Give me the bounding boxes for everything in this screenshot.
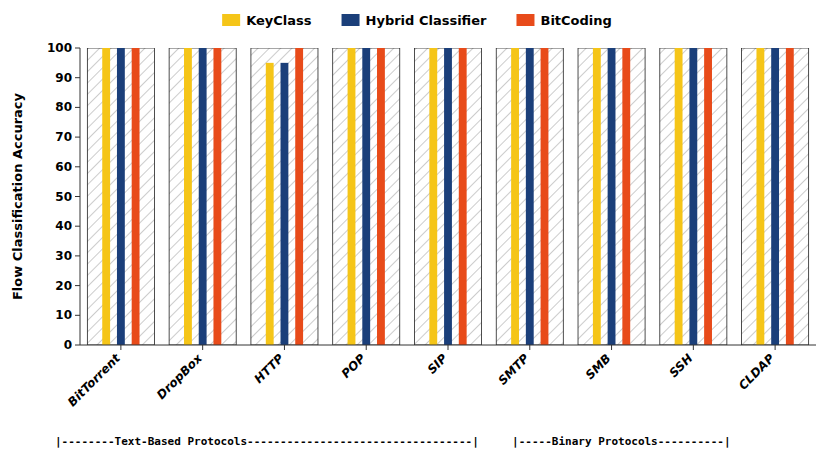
bar xyxy=(102,48,110,345)
x-tick-label: SSH xyxy=(667,351,696,380)
bar xyxy=(771,48,779,345)
bar xyxy=(117,48,125,345)
x-tick xyxy=(120,345,121,350)
bar xyxy=(593,48,601,345)
x-tick-label: SMB xyxy=(583,351,614,382)
group-background xyxy=(87,48,154,345)
bar xyxy=(756,48,764,345)
x-tick-label: CLDAP xyxy=(736,351,778,393)
bar xyxy=(689,48,697,345)
bar xyxy=(266,63,274,345)
x-tick xyxy=(611,345,612,350)
bar xyxy=(348,48,356,345)
x-tick xyxy=(366,345,367,350)
x-tick xyxy=(529,345,530,350)
bar xyxy=(622,48,630,345)
y-tick-label: 80 xyxy=(55,100,72,114)
group-background xyxy=(169,48,236,345)
y-tick xyxy=(75,315,80,316)
group-background xyxy=(251,48,318,345)
legend-swatch xyxy=(342,14,360,26)
chart: 0 10 20 30 40 50 60 70 80 90 100 Flow Classificatio… xyxy=(0,0,834,457)
annotation: |-----Binary Protocols----------| xyxy=(512,435,731,448)
y-axis-line xyxy=(80,48,81,345)
legend-label: Hybrid Classifier xyxy=(366,13,488,28)
x-tick-label: SMTP xyxy=(495,351,532,388)
y-tick xyxy=(75,255,80,256)
x-tick xyxy=(775,345,776,350)
bar xyxy=(281,63,289,345)
group-background xyxy=(333,48,400,345)
bar xyxy=(213,48,221,345)
bar xyxy=(295,48,303,345)
y-axis: 0 10 20 30 40 50 60 70 80 90 100 xyxy=(47,41,80,352)
x-tick-label: HTTP xyxy=(252,351,287,386)
legend-item: Hybrid Classifier xyxy=(342,13,488,28)
bar xyxy=(459,48,467,345)
bar xyxy=(132,48,140,345)
y-tick-label: 0 xyxy=(64,338,72,352)
y-tick-label: 20 xyxy=(55,279,72,293)
x-tick-label: SIP xyxy=(425,351,451,377)
y-tick xyxy=(75,137,80,138)
y-axis-label: Flow Classification Accuracy xyxy=(10,92,25,300)
legend: KeyClass Hybrid Classifier BitCoding xyxy=(222,13,612,28)
y-tick xyxy=(75,166,80,167)
bar xyxy=(362,48,370,345)
y-tick-label: 100 xyxy=(47,41,72,55)
plot-area xyxy=(87,48,808,345)
bar xyxy=(704,48,712,345)
x-tick xyxy=(202,345,203,350)
x-tick xyxy=(693,345,694,350)
legend-label: BitCoding xyxy=(540,13,611,28)
y-tick-label: 30 xyxy=(55,249,72,263)
group-background xyxy=(742,48,809,345)
legend-item: KeyClass xyxy=(222,13,312,28)
bar xyxy=(608,48,616,345)
x-tick xyxy=(448,345,449,350)
y-tick-label: 90 xyxy=(55,71,72,85)
y-tick-label: 50 xyxy=(55,190,72,204)
bar xyxy=(377,48,385,345)
bar xyxy=(184,48,192,345)
x-axis: BitTorrent DropBox HTTP POP SIP SMTP SMB SSH CLD… xyxy=(65,345,777,409)
y-tick xyxy=(75,285,80,286)
x-tick-label: POP xyxy=(339,351,369,381)
bar xyxy=(786,48,794,345)
bar xyxy=(444,48,452,345)
y-tick xyxy=(75,196,80,197)
bar xyxy=(511,48,519,345)
y-tick-label: 70 xyxy=(55,130,72,144)
y-tick xyxy=(75,226,80,227)
x-tick-label: DropBox xyxy=(154,350,206,402)
y-tick-label: 60 xyxy=(55,160,72,174)
group-background xyxy=(414,48,481,345)
bar xyxy=(675,48,683,345)
group-background xyxy=(496,48,563,345)
y-tick xyxy=(75,48,80,49)
bar xyxy=(199,48,207,345)
bar xyxy=(526,48,534,345)
y-tick-label: 40 xyxy=(55,219,72,233)
legend-swatch xyxy=(222,14,240,26)
bar xyxy=(541,48,549,345)
y-tick-label: 10 xyxy=(55,308,72,322)
y-tick xyxy=(75,345,80,346)
legend-label: KeyClass xyxy=(246,13,312,28)
legend-item: BitCoding xyxy=(516,13,611,28)
y-tick xyxy=(75,77,80,78)
legend-swatch xyxy=(516,14,534,26)
y-tick xyxy=(75,107,80,108)
bar xyxy=(429,48,437,345)
x-tick xyxy=(284,345,285,350)
group-background xyxy=(660,48,727,345)
x-tick-label: BitTorrent xyxy=(65,350,124,409)
group-background xyxy=(578,48,645,345)
annotation: |--------Text-Based Protocols-----------… xyxy=(55,435,479,448)
